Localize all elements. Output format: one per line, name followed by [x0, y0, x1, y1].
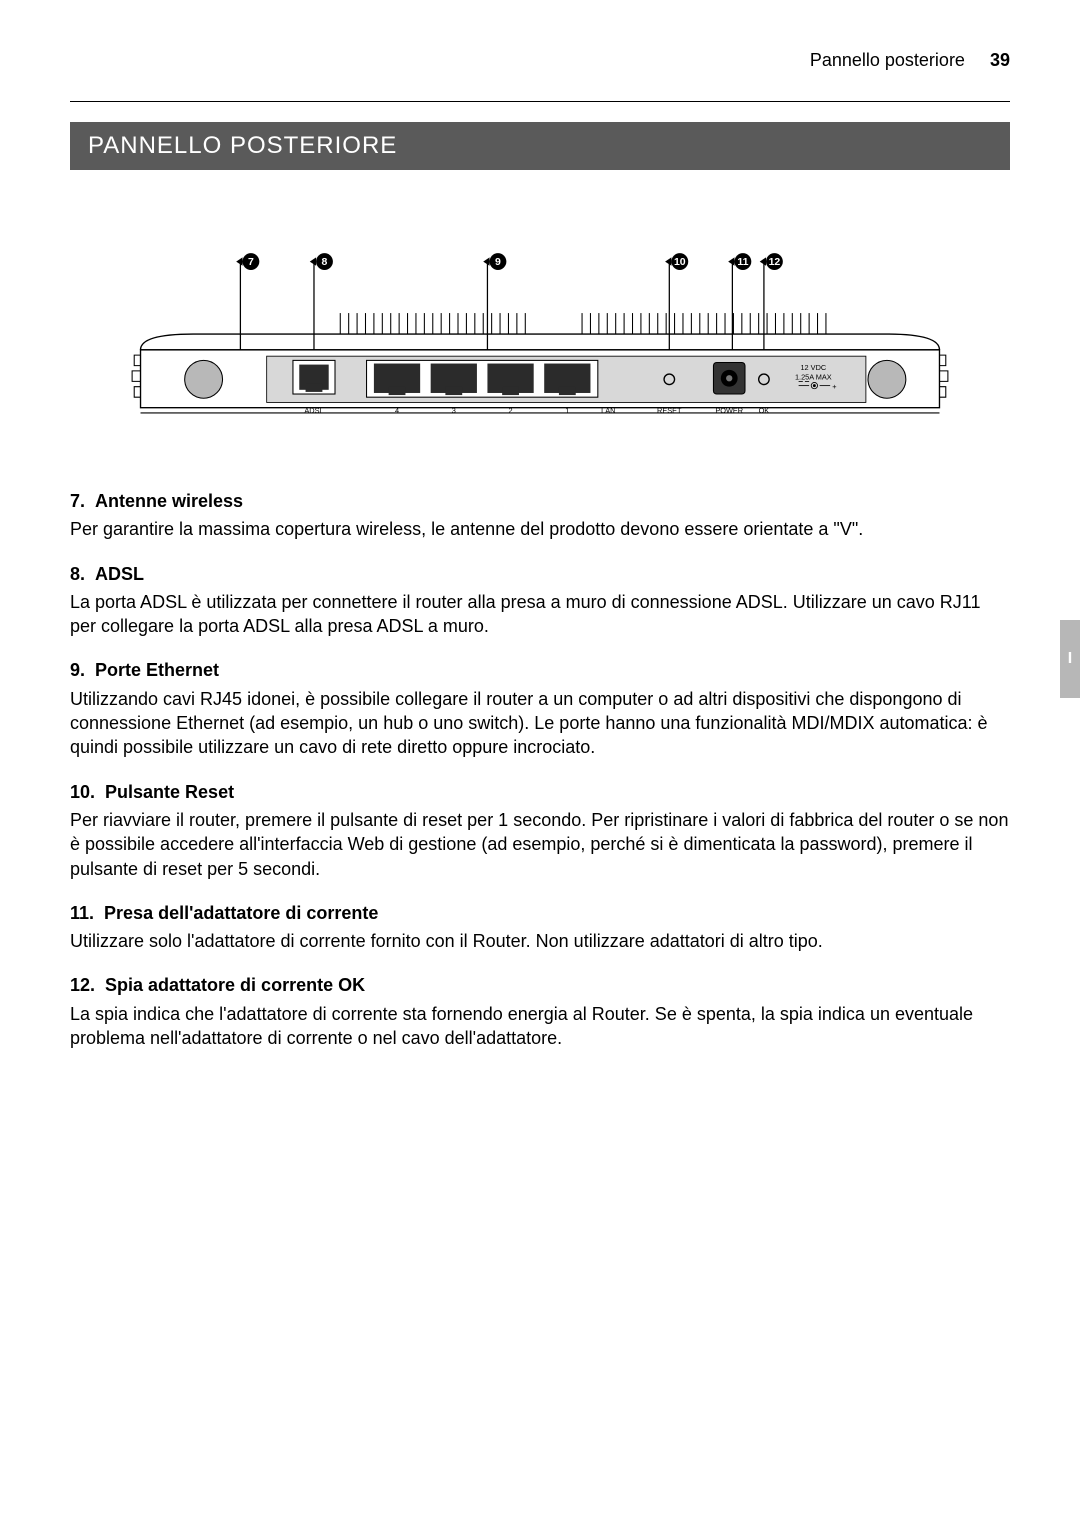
svg-text:10: 10 [674, 256, 686, 268]
side-tab: I [1060, 620, 1080, 698]
page-header: Pannello posteriore 39 [70, 50, 1010, 71]
svg-text:1: 1 [565, 406, 569, 415]
svg-text:LAN: LAN [601, 406, 615, 415]
svg-text:2: 2 [509, 406, 513, 415]
svg-text:4: 4 [395, 406, 399, 415]
svg-text:8: 8 [322, 256, 328, 268]
item-heading: 12. Spia adattatore di corrente OK [70, 973, 1010, 997]
rear-panel-diagram: 789101112 [70, 250, 1010, 434]
item-heading: 11. Presa dell'adattatore di corrente [70, 901, 1010, 925]
svg-text:12 VDC: 12 VDC [800, 363, 826, 372]
item-body: Per garantire la massima copertura wirel… [70, 517, 1010, 541]
item-heading: 9. Porte Ethernet [70, 658, 1010, 682]
section-name: Pannello posteriore [810, 50, 965, 70]
svg-text:12: 12 [769, 256, 781, 268]
item-body: Utilizzare solo l'adattatore di corrente… [70, 929, 1010, 953]
svg-text:POWER: POWER [715, 406, 743, 415]
page-title: PANNELLO POSTERIORE [70, 122, 1010, 170]
svg-text:11: 11 [737, 256, 748, 268]
item-heading: 8. ADSL [70, 562, 1010, 586]
svg-text:7: 7 [248, 256, 254, 268]
item-body: Per riavviare il router, premere il puls… [70, 808, 1010, 881]
svg-text:RESET: RESET [657, 406, 682, 415]
svg-text:+: + [832, 382, 836, 391]
item-body: Utilizzando cavi RJ45 idonei, è possibil… [70, 687, 1010, 760]
svg-text:1.25A MAX: 1.25A MAX [795, 372, 832, 381]
page-number: 39 [990, 50, 1010, 70]
content-body: 7. Antenne wireless Per garantire la mass… [70, 489, 1010, 1050]
item-heading: 7. Antenne wireless [70, 489, 1010, 513]
header-divider [70, 101, 1010, 102]
svg-text:9: 9 [495, 256, 501, 268]
item-heading: 10. Pulsante Reset [70, 780, 1010, 804]
svg-text:OK: OK [759, 406, 770, 415]
item-body: La spia indica che l'adattatore di corre… [70, 1002, 1010, 1051]
svg-text:ADSL: ADSL [304, 406, 323, 415]
svg-text:3: 3 [452, 406, 456, 415]
item-body: La porta ADSL è utilizzata per connetter… [70, 590, 1010, 639]
